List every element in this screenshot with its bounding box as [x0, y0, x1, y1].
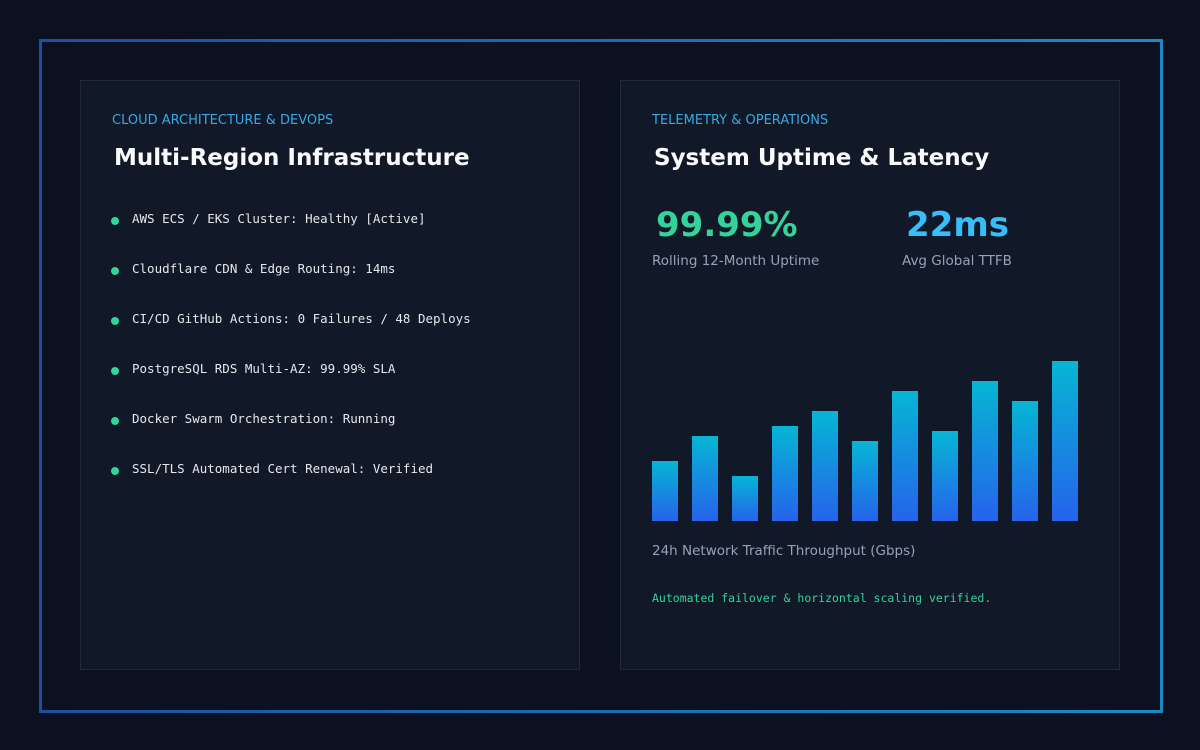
bar	[1052, 361, 1078, 521]
status-item: Docker Swarm Orchestration: Running	[132, 411, 396, 426]
bar	[652, 461, 678, 521]
stat-value: 99.99%	[656, 205, 798, 245]
bar	[932, 431, 958, 521]
note: Automated failover & horizontal scaling …	[652, 591, 992, 605]
status-dot	[111, 467, 119, 475]
status-dot	[111, 317, 119, 325]
status-dot	[111, 417, 119, 425]
status-item: AWS ECS / EKS Cluster: Healthy [Active]	[132, 211, 426, 226]
eyebrow: CLOUD ARCHITECTURE & DEVOPS	[112, 113, 334, 128]
stat-label: Avg Global TTFB	[902, 253, 1012, 269]
status-dot	[111, 217, 119, 225]
bar	[1012, 401, 1038, 521]
eyebrow: TELEMETRY & OPERATIONS	[652, 113, 829, 128]
chart-caption: 24h Network Traffic Throughput (Gbps)	[652, 543, 916, 559]
bar	[732, 476, 758, 521]
throughput-chart	[652, 361, 1078, 521]
bar	[772, 426, 798, 521]
status-dot	[111, 367, 119, 375]
telemetry-panel: TELEMETRY & OPERATIONS System Uptime & L…	[620, 80, 1120, 670]
status-item: SSL/TLS Automated Cert Renewal: Verified	[132, 461, 434, 476]
panel-title: System Uptime & Latency	[654, 145, 990, 171]
bar	[812, 411, 838, 521]
bar	[692, 436, 718, 521]
panel-title: Multi-Region Infrastructure	[114, 145, 470, 171]
bar	[972, 381, 998, 521]
bar	[852, 441, 878, 521]
status-dot	[111, 267, 119, 275]
stat-value: 22ms	[906, 205, 1009, 245]
bar	[892, 391, 918, 521]
status-item: PostgreSQL RDS Multi-AZ: 99.99% SLA	[132, 361, 396, 376]
architecture-panel: CLOUD ARCHITECTURE & DEVOPS Multi-Region…	[80, 80, 580, 670]
stat-label: Rolling 12-Month Uptime	[652, 253, 820, 269]
status-item: CI/CD GitHub Actions: 0 Failures / 48 De…	[132, 311, 471, 326]
status-item: Cloudflare CDN & Edge Routing: 14ms	[132, 261, 396, 276]
